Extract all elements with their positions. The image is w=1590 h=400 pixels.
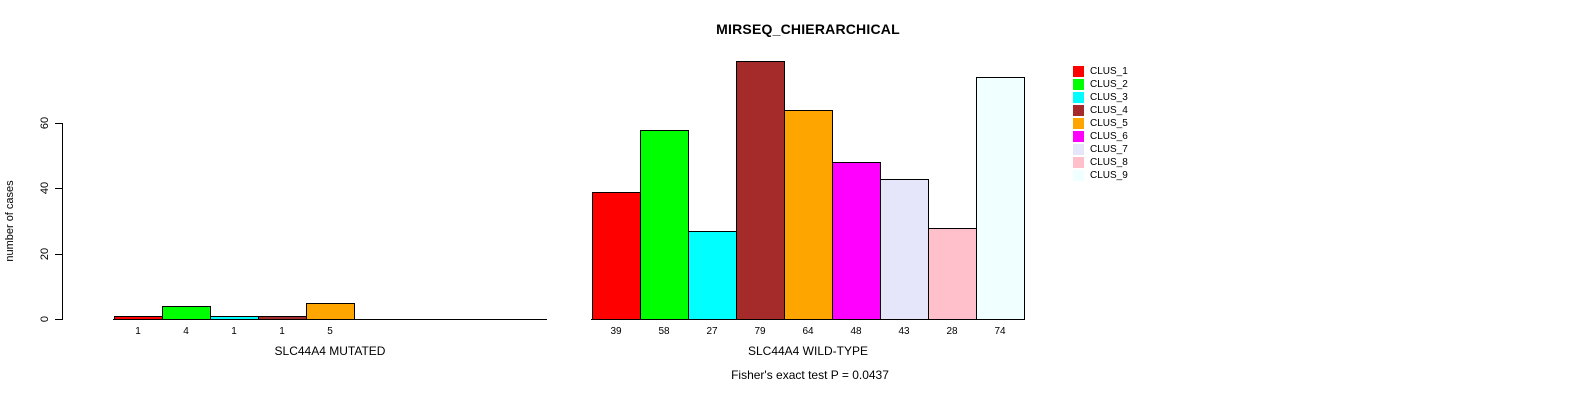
legend-swatch-clus-7 (1073, 144, 1084, 155)
bar-clus-4 (258, 316, 307, 320)
bar-clus-3 (688, 231, 737, 320)
y-tick (55, 123, 62, 124)
x-axis-label-wild-type: SLC44A4 WILD-TYPE (747, 344, 869, 358)
legend-label: CLUS_3 (1090, 92, 1128, 103)
legend-label: CLUS_4 (1090, 105, 1128, 116)
legend-swatch-clus-8 (1073, 157, 1084, 168)
bar-value-label: 43 (898, 326, 910, 337)
bar-value-label: 5 (327, 326, 333, 337)
bar-clus-7 (880, 179, 929, 320)
bar-clus-5 (306, 303, 355, 320)
bar-value-label: 74 (994, 326, 1006, 337)
legend-swatch-clus-4 (1073, 105, 1084, 116)
bar-clus-2 (162, 306, 211, 320)
bar-value-label: 4 (183, 326, 189, 337)
legend-swatch-clus-1 (1073, 66, 1084, 77)
bar-value-label: 27 (706, 326, 718, 337)
legend-swatch-clus-9 (1073, 170, 1084, 181)
y-tick-label: 20 (39, 247, 51, 261)
bar-value-label: 48 (850, 326, 862, 337)
bar-clus-6 (832, 162, 881, 320)
bar-clus-1 (114, 316, 163, 320)
y-tick (55, 319, 62, 320)
fisher-test-annotation: Fisher's exact test P = 0.0437 (731, 368, 889, 382)
y-tick-label: 40 (39, 181, 51, 195)
legend-label: CLUS_7 (1090, 144, 1128, 155)
y-tick-label: 60 (39, 116, 51, 130)
y-axis-label: number of cases (4, 180, 16, 262)
legend-label: CLUS_6 (1090, 131, 1128, 142)
bar-value-label: 1 (135, 326, 141, 337)
legend-label: CLUS_1 (1090, 66, 1128, 77)
bar-value-label: 64 (802, 326, 814, 337)
bar-value-label: 1 (231, 326, 237, 337)
legend-swatch-clus-5 (1073, 118, 1084, 129)
y-tick-label: 0 (39, 315, 51, 323)
legend-swatch-clus-3 (1073, 92, 1084, 103)
bar-value-label: 39 (610, 326, 622, 337)
bar-value-label: 1 (279, 326, 285, 337)
chart-title: MIRSEQ_CHIERARCHICAL (716, 21, 900, 37)
x-axis-label-mutated: SLC44A4 MUTATED (274, 344, 386, 358)
y-tick (55, 254, 62, 255)
legend-label: CLUS_8 (1090, 157, 1128, 168)
bar-clus-4 (736, 61, 785, 320)
bar-clus-2 (640, 130, 689, 320)
legend-swatch-clus-2 (1073, 79, 1084, 90)
y-tick (55, 188, 62, 189)
y-axis-line (62, 123, 63, 320)
bar-value-label: 79 (754, 326, 766, 337)
legend-label: CLUS_5 (1090, 118, 1128, 129)
bar-value-label: 28 (946, 326, 958, 337)
bar-clus-5 (784, 110, 833, 320)
bar-clus-1 (592, 192, 641, 320)
bar-value-label: 58 (658, 326, 670, 337)
bar-clus-9 (976, 77, 1025, 320)
legend-label: CLUS_9 (1090, 170, 1128, 181)
bar-clus-3 (210, 316, 259, 320)
legend-label: CLUS_2 (1090, 79, 1128, 90)
bar-clus-8 (928, 228, 977, 320)
legend-swatch-clus-6 (1073, 131, 1084, 142)
